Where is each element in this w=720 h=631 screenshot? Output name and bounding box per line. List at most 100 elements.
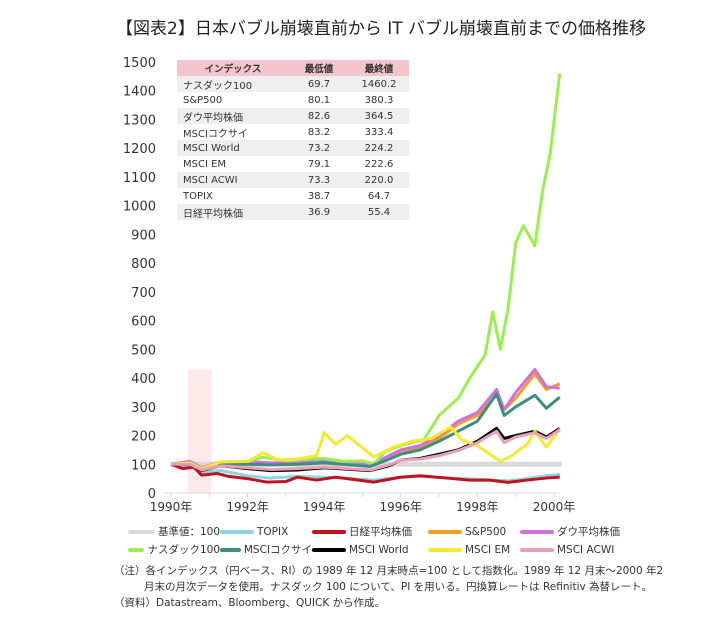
y-tick-label: 1200 <box>123 142 156 157</box>
table-row: MSCIコクサイ 83.2 333.4 <box>177 124 409 140</box>
y-tick-label: 1300 <box>123 113 156 128</box>
y-tick-label: 500 <box>131 343 156 358</box>
value-cell: 73.2 <box>289 140 349 156</box>
value-cell: 82.6 <box>289 108 349 124</box>
value-cell: 224.2 <box>349 140 409 156</box>
legend-swatch <box>312 529 346 534</box>
legend-item: MSCI World <box>312 542 428 557</box>
y-tick-label: 900 <box>131 228 156 243</box>
table-row: ナスダック100 69.7 1460.2 <box>177 76 409 92</box>
value-cell: 79.1 <box>307 158 331 170</box>
index-name-cell: TOPIX <box>183 190 213 202</box>
legend-item: 基準値：100 <box>128 524 220 539</box>
chart-title: 【図表2】日本バブル崩壊直前から IT バブル崩壊直前までの価格推移 <box>116 19 647 39</box>
value-cell: 1460.2 <box>349 76 409 92</box>
table-row: S&P500 80.1 380.3 <box>177 92 409 108</box>
legend-item: MSCI EM <box>428 542 520 557</box>
table-row: MSCI ACWI 73.3 220.0 <box>177 172 409 188</box>
y-tick-label: 0 <box>148 487 156 502</box>
legend-swatch <box>520 547 554 552</box>
y-tick-label: 100 <box>131 458 156 473</box>
table-row: MSCI EM 79.1 222.6 <box>177 156 409 172</box>
table-row: MSCI World 73.2 224.2 <box>177 140 409 156</box>
legend-swatch <box>128 547 145 552</box>
legend-item: ナスダック100 <box>128 542 220 557</box>
y-tick-label: 700 <box>131 286 156 301</box>
col-header: 最終値 <box>349 60 409 76</box>
y-tick-label: 800 <box>131 257 156 272</box>
x-tick-label: 1998年 <box>456 500 499 514</box>
table-row: 日経平均株価 36.9 55.4 <box>177 204 409 220</box>
note-line: （注）各インデックス（円ベース、RI）の 1989 年 12 月末時点=100 … <box>114 565 664 577</box>
index-name-cell: MSCIコクサイ <box>183 128 248 140</box>
value-cell: 73.3 <box>289 172 349 188</box>
x-tick-label: 1994年 <box>303 500 346 514</box>
value-cell: 69.7 <box>289 76 349 92</box>
series-line-8 <box>170 425 561 471</box>
x-tick-label: 1996年 <box>380 500 423 514</box>
table-row: ダウ平均株価 82.6 364.5 <box>177 108 409 124</box>
legend-swatch <box>428 547 462 552</box>
legend-swatch <box>312 547 346 552</box>
source-line: （資料）Datastream、Bloomberg、QUICK から作成。 <box>114 597 386 609</box>
table-row: TOPIX 38.7 64.7 <box>177 188 409 204</box>
y-tick-label: 1500 <box>123 56 156 71</box>
legend-label: MSCI World <box>349 543 409 556</box>
legend-label: MSCI ACWI <box>557 543 615 556</box>
series-line-6 <box>170 392 561 471</box>
index-name-cell: S&P500 <box>183 94 223 106</box>
legend-swatch <box>220 529 254 534</box>
value-cell: 80.1 <box>307 94 331 106</box>
col-header: インデックス <box>177 60 289 76</box>
value-cell: 36.9 <box>289 204 349 220</box>
value-cell: 222.6 <box>364 158 394 170</box>
x-tick-label: 1990年 <box>150 500 193 514</box>
x-tick-label: 2000年 <box>533 500 576 514</box>
legend-item: TOPIX <box>220 524 312 539</box>
series-line-2 <box>170 462 560 484</box>
legend-item: MSCI ACWI <box>520 542 620 557</box>
col-header: 最低値 <box>289 60 349 76</box>
y-tick-label: 300 <box>131 401 156 416</box>
legend-item: ダウ平均株価 <box>520 524 620 539</box>
y-tick-label: 400 <box>131 372 156 387</box>
value-cell: 83.2 <box>307 126 331 138</box>
legend-label: ナスダック100 <box>147 544 220 556</box>
legend-label: MSCI EM <box>465 543 511 556</box>
legend-label: MSCIコクサイ <box>243 544 312 556</box>
legend-item: S&P500 <box>428 524 520 539</box>
legend: 基準値：100 TOPIX 日経平均株価 S&P500 ダウ平均株価ナスダック100 MS… <box>128 524 620 557</box>
index-name-cell: 日経平均株価 <box>177 204 289 220</box>
value-cell: 220.0 <box>349 172 409 188</box>
index-name-cell: MSCI EM <box>183 158 227 170</box>
value-cell: 333.4 <box>364 126 394 138</box>
legend-item: MSCIコクサイ <box>220 542 312 557</box>
series-line-4 <box>170 367 560 470</box>
note-line: 月末の月次データを使用。ナスダック 100 について、PI を用いる。円換算レー… <box>144 581 652 593</box>
summary-table: インデックス 最低値 最終値 ナスダック100 69.7 1460.2 S&P500 80.… <box>177 60 409 220</box>
value-cell: 380.3 <box>364 94 394 106</box>
value-cell: 364.5 <box>349 108 409 124</box>
legend-swatch <box>220 547 241 552</box>
value-cell: 55.4 <box>349 204 409 220</box>
notes: （注）各インデックス（円ベース、RI）の 1989 年 12 月末時点=100 … <box>114 563 663 611</box>
legend-label: 基準値：100 <box>157 526 220 538</box>
legend-item: 日経平均株価 <box>312 524 428 539</box>
value-cell: 38.7 <box>307 190 331 202</box>
legend-label: S&P500 <box>465 525 507 538</box>
index-name-cell: ダウ平均株価 <box>177 108 289 124</box>
y-tick-label: 600 <box>131 315 156 330</box>
index-name-cell: ナスダック100 <box>177 76 289 92</box>
legend-label: TOPIX <box>257 525 289 538</box>
y-tick-label: 200 <box>131 430 156 445</box>
legend-label: ダウ平均株価 <box>557 526 620 538</box>
legend-swatch <box>128 529 155 534</box>
index-name-cell: MSCI World <box>177 140 289 156</box>
x-tick-label: 1992年 <box>226 500 269 514</box>
series-line-9 <box>171 428 561 472</box>
series-line-3 <box>170 372 561 471</box>
legend-swatch <box>520 529 554 534</box>
y-tick-label: 1400 <box>123 85 156 100</box>
